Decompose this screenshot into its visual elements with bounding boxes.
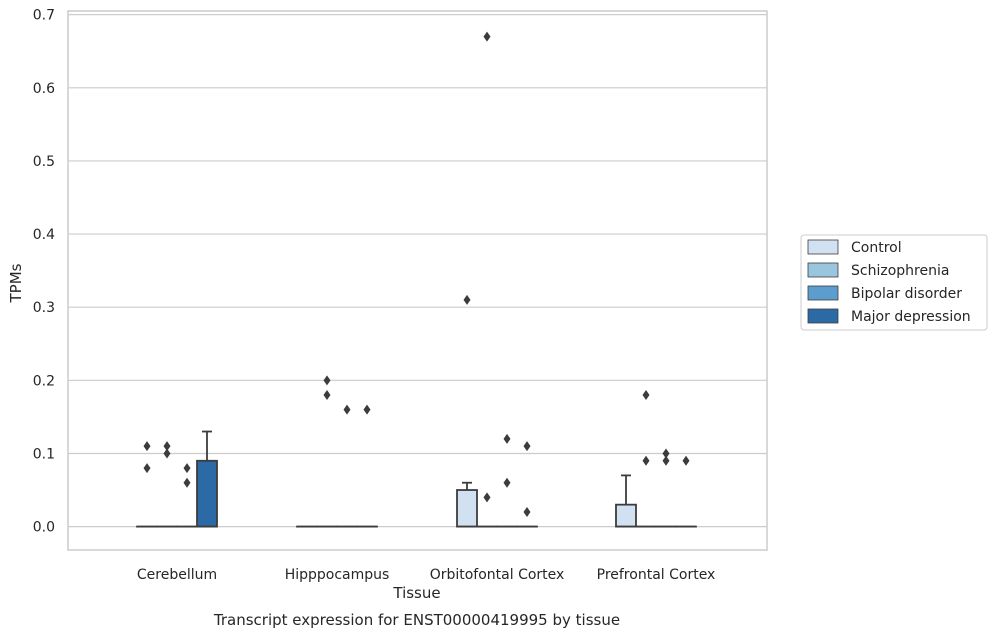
y-tick-label: 0.7 <box>33 8 55 24</box>
outlier-point <box>323 375 331 386</box>
x-axis-label: Tissue <box>392 584 440 602</box>
outlier-point <box>682 455 690 466</box>
y-tick-label: 0.3 <box>33 300 55 316</box>
gridlines <box>68 14 767 528</box>
outlier-point <box>183 463 191 474</box>
outlier-point <box>523 441 531 452</box>
outlier-point <box>143 463 151 474</box>
outlier-point <box>503 433 511 444</box>
legend-swatch <box>807 239 839 255</box>
outlier-point <box>662 448 670 459</box>
outlier-point <box>163 441 171 452</box>
legend-swatch <box>807 285 839 301</box>
legend-label: Schizophrenia <box>851 263 949 279</box>
outlier-point <box>642 389 650 400</box>
y-tick-label: 0.1 <box>33 446 55 462</box>
legend-swatch <box>807 308 839 324</box>
x-tick-label: Orbitofontal Cortex <box>430 567 565 583</box>
y-tick-label: 0.4 <box>33 227 55 243</box>
x-tick-label: Hipppocampus <box>285 567 390 583</box>
outlier-point <box>642 455 650 466</box>
chart-title: Transcript expression for ENST0000041999… <box>213 611 620 629</box>
y-tick-label: 0.6 <box>33 81 55 97</box>
legend: Control Schizophrenia Bipolar disorder Majo… <box>800 234 988 331</box>
legend-frame <box>800 234 988 331</box>
y-tick-label: 0.0 <box>33 520 55 536</box>
legend-label: Bipolar disorder <box>851 286 962 302</box>
box <box>456 489 478 528</box>
legend-label: Control <box>851 240 902 256</box>
outlier-point <box>503 477 511 488</box>
legend-swatch <box>807 262 839 278</box>
y-axis-label: TPMs <box>7 263 25 303</box>
legend-label: Major depression <box>851 309 971 325</box>
plot-frame <box>67 10 768 551</box>
outlier-point <box>183 477 191 488</box>
outlier-point <box>463 294 471 305</box>
outlier-point <box>143 441 151 452</box>
outlier-point <box>363 404 371 415</box>
x-tick-label: Cerebellum <box>137 567 217 583</box>
outlier-point <box>662 455 670 466</box>
outlier-point <box>163 448 171 459</box>
outlier-point <box>323 389 331 400</box>
outlier-point <box>343 404 351 415</box>
outlier-point <box>483 492 491 503</box>
box-plot-series <box>136 31 697 528</box>
y-tick-label: 0.2 <box>33 373 55 389</box>
y-tick-label: 0.5 <box>33 154 55 170</box>
x-tick-label: Prefrontal Cortex <box>597 567 716 583</box>
box <box>196 459 218 528</box>
outlier-point <box>523 506 531 517</box>
y-axis-ticks: 0.0 0.1 0.2 0.3 0.4 0.5 0.6 0.7 <box>33 8 55 536</box>
box <box>615 503 637 528</box>
x-axis-ticks: Cerebellum Hipppocampus Orbitofontal Corte… <box>137 567 715 583</box>
outlier-point <box>483 31 491 42</box>
